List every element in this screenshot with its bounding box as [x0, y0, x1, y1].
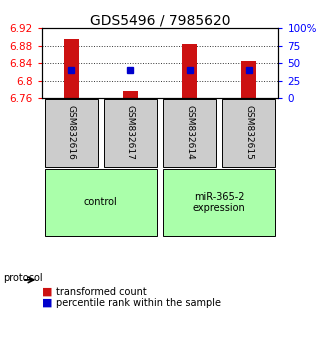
Text: GSM832616: GSM832616	[67, 105, 76, 160]
Text: GSM832617: GSM832617	[126, 105, 135, 160]
Text: control: control	[84, 198, 118, 207]
Text: miR-365-2
expression: miR-365-2 expression	[193, 192, 245, 213]
FancyBboxPatch shape	[104, 99, 157, 167]
Text: GSM832614: GSM832614	[185, 105, 194, 160]
Text: percentile rank within the sample: percentile rank within the sample	[56, 298, 221, 308]
Text: ■: ■	[42, 287, 52, 297]
FancyBboxPatch shape	[163, 99, 216, 167]
Title: GDS5496 / 7985620: GDS5496 / 7985620	[90, 13, 230, 27]
FancyBboxPatch shape	[44, 169, 157, 236]
Bar	[241, 61, 256, 98]
FancyBboxPatch shape	[163, 169, 276, 236]
Text: ■: ■	[42, 298, 52, 308]
Text: transformed count: transformed count	[56, 287, 147, 297]
FancyBboxPatch shape	[44, 99, 98, 167]
Bar	[182, 44, 197, 98]
Text: GSM832615: GSM832615	[244, 105, 253, 160]
Text: protocol: protocol	[3, 273, 43, 283]
Bar	[123, 91, 138, 98]
FancyBboxPatch shape	[222, 99, 276, 167]
Bar	[64, 39, 79, 98]
